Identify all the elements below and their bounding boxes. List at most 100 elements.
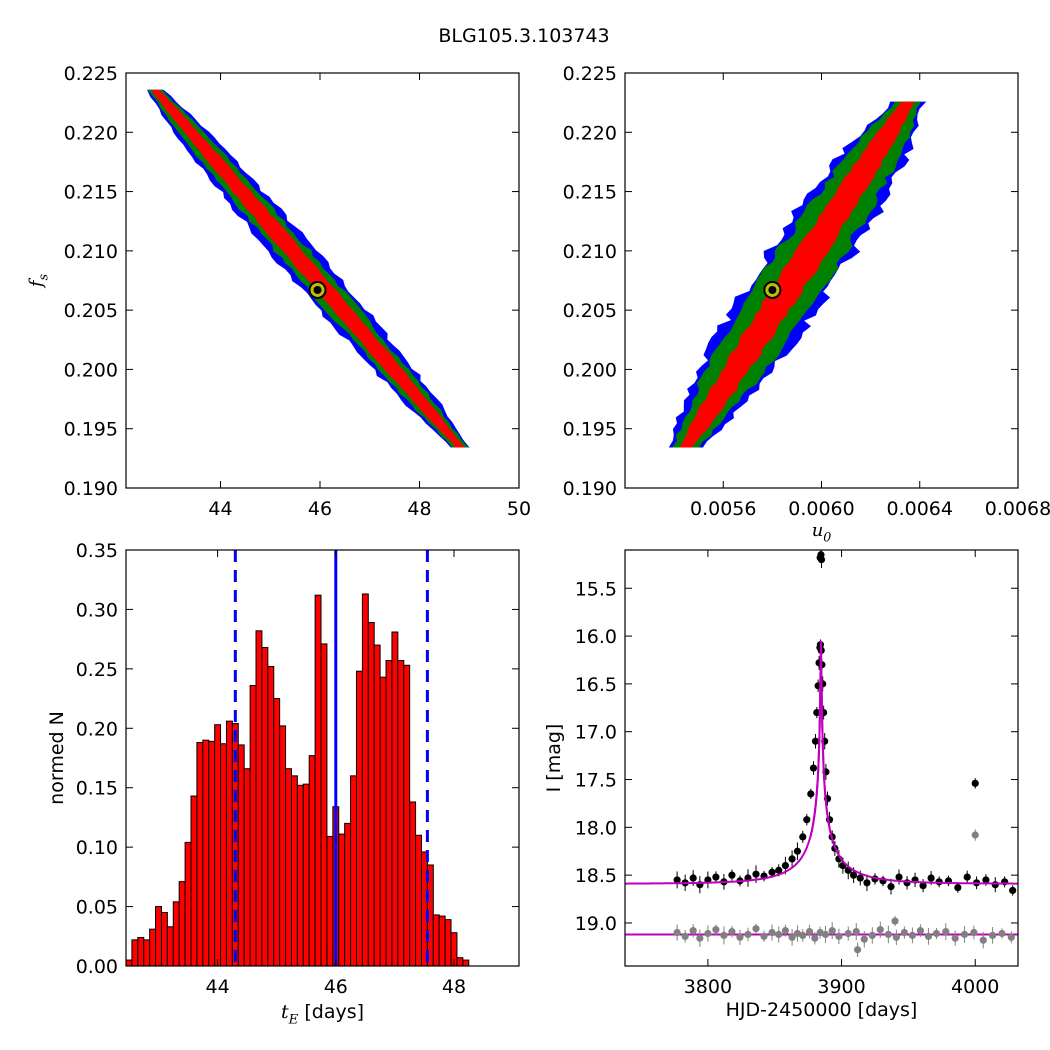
residual-point	[712, 926, 720, 934]
panel-fs-vs-u0: 0.0056 0.0060 0.0064 0.0068 0.190 0.195 0.200 0…	[563, 63, 1050, 544]
x-tick-label: 0.0060	[788, 498, 854, 520]
histogram-bar	[137, 936, 145, 966]
residual-point	[828, 927, 836, 935]
data-series	[673, 550, 1017, 896]
residual-point	[768, 928, 776, 937]
y-tick-label: 0.195	[64, 419, 118, 441]
residual-point	[704, 929, 712, 938]
x-axis-label: tE [days]	[281, 1001, 364, 1028]
histogram-bar	[202, 739, 210, 966]
histogram-bar	[302, 783, 310, 966]
residual-point	[760, 932, 768, 940]
histogram-bar	[220, 743, 227, 966]
histogram-bar	[190, 795, 198, 966]
x-tick-label: 46	[308, 498, 332, 520]
data-point	[919, 882, 927, 890]
residual-point	[916, 927, 925, 935]
axes-frame	[624, 549, 1019, 967]
residual-series	[673, 829, 1015, 958]
data-point	[689, 874, 697, 882]
histogram-bar	[208, 740, 216, 966]
histogram-bar	[438, 915, 446, 966]
sigma1-region	[151, 89, 466, 448]
histogram-bar	[149, 928, 157, 966]
histogram-bar	[379, 676, 387, 966]
histogram-bar	[420, 851, 428, 966]
x-tick-label: 3800	[684, 976, 732, 998]
data-point	[1009, 886, 1017, 895]
residual-point	[811, 934, 819, 942]
x-tick-label: 44	[206, 976, 230, 998]
residual-point	[781, 927, 790, 935]
axes-frame	[125, 72, 520, 489]
histogram-bar	[285, 768, 292, 966]
histogram-bar	[131, 939, 139, 966]
histogram-bar	[143, 939, 151, 966]
histogram-bar	[155, 906, 162, 966]
histogram-bar	[320, 643, 328, 966]
residual-point	[673, 928, 681, 937]
data-point	[856, 874, 864, 882]
panel-tE-histogram: 44 46 48 0.00 0.05 0.10 0.15 0.20 0.25 0.30 0.35 no…	[46, 540, 520, 1028]
y-tick-label: 0.30	[76, 599, 118, 621]
data-point	[712, 873, 720, 881]
residual-point	[989, 931, 997, 939]
residual-point	[853, 946, 862, 954]
histogram-bar	[462, 959, 470, 966]
residual-point	[689, 927, 697, 935]
data-point	[775, 866, 783, 874]
x-tick-label: 48	[407, 498, 431, 520]
y-axis-label: normed N	[46, 711, 68, 805]
histogram-bar	[296, 784, 304, 966]
histogram-bar	[403, 664, 411, 966]
plot-area	[668, 101, 927, 448]
residual-point	[720, 931, 728, 939]
x-axis-label: u0	[812, 520, 832, 544]
residual-point	[998, 929, 1006, 938]
y-tick-label: 0.210	[64, 241, 118, 263]
residual-point	[908, 931, 916, 939]
data-point	[807, 790, 815, 798]
x-tick-label: 50	[507, 498, 531, 520]
histogram-bar	[314, 594, 322, 966]
residual-point	[884, 930, 892, 939]
histogram-bar	[344, 822, 352, 966]
y-tick-label: 0.200	[563, 359, 617, 381]
histogram-bar	[432, 914, 440, 966]
data-point	[803, 816, 811, 824]
residual-point	[696, 934, 704, 942]
x-tick-label: 46	[324, 976, 348, 998]
data-point	[799, 833, 807, 841]
x-tick-label: 3900	[817, 976, 865, 998]
y-tick-label: 0.220	[563, 122, 617, 144]
histogram-bar	[249, 684, 257, 966]
y-tick-label: 0.25	[76, 659, 118, 681]
histogram-bar	[290, 775, 298, 966]
x-tick-label: 4000	[951, 976, 999, 998]
data-point	[954, 883, 962, 892]
residual-point	[970, 928, 978, 937]
data-point	[963, 873, 971, 881]
histogram-bar	[267, 665, 275, 966]
residual-point	[892, 933, 900, 941]
histogram-bar	[237, 744, 245, 966]
data-point	[887, 883, 895, 891]
data-point	[849, 871, 858, 879]
axes-frame	[125, 549, 520, 967]
histogram-bar	[261, 646, 269, 966]
histogram-bar	[326, 835, 334, 966]
data-point	[793, 847, 802, 855]
residual-point	[900, 928, 908, 937]
y-tick-label: 0.190	[563, 478, 617, 500]
y-tick-label: 0.10	[76, 837, 118, 859]
best-fit-center	[313, 285, 322, 294]
sigma1-region	[679, 101, 915, 448]
data-point	[788, 855, 796, 863]
histogram-bar	[361, 593, 369, 966]
histogram-bar	[367, 622, 375, 966]
data-point	[728, 871, 736, 879]
histogram-bar	[444, 919, 452, 966]
data-point	[809, 764, 818, 772]
residual-point	[728, 927, 736, 936]
